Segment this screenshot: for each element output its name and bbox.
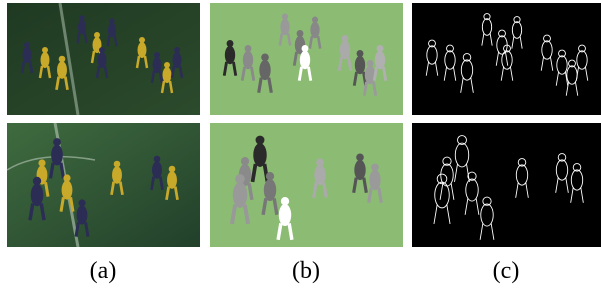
figure-shape <box>167 171 177 189</box>
figure-shape <box>98 52 107 68</box>
figure-shape <box>23 47 32 63</box>
figure-shape <box>314 165 325 185</box>
figure-shape <box>31 184 44 206</box>
figure-shape <box>355 56 365 74</box>
figure-shape <box>369 170 380 190</box>
figure-shape <box>57 61 67 79</box>
figure-shape <box>233 182 247 208</box>
figure-shape <box>77 205 88 224</box>
panel-label: (a) <box>90 258 117 284</box>
panel-label: (b) <box>292 258 320 284</box>
figure-shape <box>300 51 310 69</box>
panel-label: (c) <box>493 258 520 284</box>
figure-shape <box>153 57 162 73</box>
figure-shape <box>354 160 365 180</box>
figure-shape <box>280 19 289 36</box>
figure-shape <box>279 204 291 226</box>
edge-image <box>412 123 601 247</box>
figure-shape <box>152 161 162 179</box>
figure-shape <box>163 67 172 83</box>
figure-shape <box>108 23 116 37</box>
figure-shape <box>41 52 50 68</box>
figure-shape <box>78 20 86 34</box>
figure-shape <box>225 46 235 64</box>
figure: (a) (b) (c) <box>0 0 601 292</box>
figure-shape <box>264 179 276 201</box>
figure-shape <box>340 41 350 59</box>
figure-shape <box>112 166 122 184</box>
figure-shape <box>173 52 182 68</box>
figure-shape <box>138 42 147 58</box>
figure-shape <box>51 145 63 166</box>
figure-shape <box>310 22 319 39</box>
figure-shape <box>243 51 253 69</box>
figure-shape <box>253 143 266 167</box>
figure-shape <box>365 66 375 84</box>
figure-shape <box>259 60 270 80</box>
figure-shape <box>375 51 385 69</box>
figure-shape <box>62 180 73 199</box>
